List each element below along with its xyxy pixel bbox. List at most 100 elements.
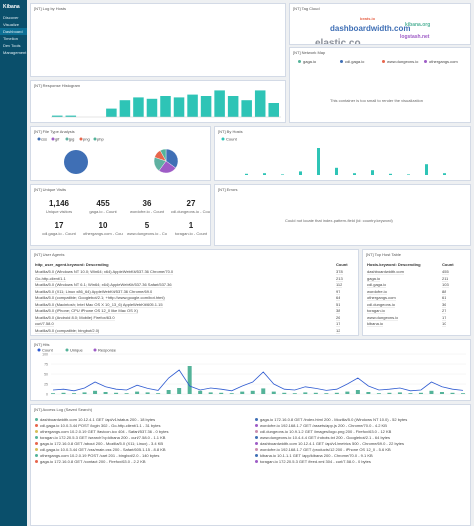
- nav-item[interactable]: Dashboard: [0, 28, 27, 35]
- log-line: dashboardwidth.com 10.12.4.1 GET /api/v1…: [40, 417, 156, 422]
- metric-value: 10: [98, 221, 108, 230]
- bar: [82, 392, 87, 394]
- legend-dot: [79, 137, 83, 141]
- panel: [NT] Errors Could not locate that index-p…: [214, 184, 471, 246]
- legend-dot: [93, 137, 97, 141]
- table-cell: 10: [442, 321, 447, 327]
- log-dot: [35, 460, 38, 463]
- legend-dot: [424, 60, 427, 63]
- table-cell: cdl.dungeons.io: [367, 301, 396, 308]
- bar: [461, 393, 465, 394]
- y-tick-label: 0: [46, 393, 48, 397]
- legend-label: Response: [98, 348, 117, 353]
- table-cell: Mozilla/5.0 (compatible; Googlebot/2.1; …: [35, 295, 165, 301]
- log-line: dashboardwidth.com 10.12.4.1 GET /api/v1…: [260, 441, 404, 446]
- sidebar: Kibana Discover Visualize Dashboard Timelion…: [0, 0, 27, 526]
- metric-label: Unique visitors: [45, 209, 73, 214]
- bar: [240, 391, 245, 394]
- panel-title: [NT] Unique Visits: [34, 187, 66, 192]
- nav-item[interactable]: Visualize: [3, 22, 19, 27]
- chart: [51, 90, 281, 118]
- bar: [114, 392, 119, 394]
- table-header: http_user_agent.keyword: Descending: [35, 262, 109, 267]
- bar: [227, 96, 239, 117]
- table-cell: 64: [336, 295, 341, 301]
- log-dot: [35, 448, 38, 451]
- table-cell: othergangs.com: [367, 295, 396, 301]
- nav-item[interactable]: Timelion: [3, 36, 18, 41]
- panel: [NT] File Type Analysis css gif jpg png php: [30, 126, 211, 181]
- log-dot: [255, 418, 258, 421]
- panel-title: [NT] Top Host Table: [366, 252, 401, 257]
- panel: [NT] By Hosts Count: [214, 126, 471, 181]
- bar: [103, 392, 108, 394]
- bar: [241, 100, 252, 117]
- metric-label: toragan.io - Count: [174, 231, 208, 236]
- metric-label: wordofre.io - Count: [129, 209, 164, 214]
- bar: [450, 392, 455, 394]
- table-cell: gaga.io: [367, 275, 381, 282]
- panel: [NT] Unique Visits 1,146 Unique visitors 45…: [30, 184, 211, 246]
- bar: [271, 391, 276, 394]
- metric-label: gaga.io - Count: [89, 209, 117, 214]
- metric-label: othergangs.com - Count: [83, 231, 123, 236]
- error-message: Could not locate that index-pattern-fiel…: [285, 218, 393, 223]
- tag-word: dashboardwidth.com: [330, 24, 411, 33]
- legend-dot: [65, 137, 69, 141]
- y-tick-label: 25: [44, 383, 48, 387]
- bar: [214, 90, 225, 117]
- table-cell: 112: [336, 282, 343, 288]
- bar: [219, 392, 224, 394]
- chart: css gif jpg png php: [37, 137, 179, 174]
- bar: [145, 392, 150, 394]
- bar: [160, 96, 171, 117]
- legend-label: jpg: [68, 137, 74, 142]
- table-cell: 61: [442, 295, 447, 301]
- table-cell: 51: [336, 301, 341, 308]
- metric-label: cdl.gaga.io - Count: [42, 231, 76, 236]
- pie-slice: [64, 150, 88, 174]
- bar: [353, 173, 356, 175]
- bar: [292, 393, 297, 394]
- table-cell: 378: [336, 269, 343, 275]
- panel-title: [NT] Hits: [34, 342, 50, 347]
- panel: [NT] Network Map gaga.io cdl.gaga.io www.du…: [289, 47, 471, 123]
- bar: [156, 393, 161, 394]
- metric-value: 17: [54, 221, 64, 230]
- nav-item[interactable]: Dev Tools: [3, 43, 21, 48]
- bar: [425, 164, 428, 175]
- brand: Kibana: [3, 4, 20, 10]
- chart: Count Unique Response 0 25 50 75 100: [37, 348, 466, 397]
- nav-item[interactable]: Discover: [3, 15, 19, 20]
- log-line: othergangs.com 10.2.0.19 GET /favicon.ic…: [40, 429, 169, 434]
- log-line: toragan.io 172.20.5.3 GET /feed.xml 304 …: [260, 459, 371, 464]
- log-dot: [255, 436, 258, 439]
- metric-value: 1: [188, 221, 194, 230]
- legend-dot: [37, 348, 41, 352]
- panel-title: [NT] File Type Analysis: [34, 129, 75, 134]
- bar: [443, 173, 446, 175]
- table-cell: 38: [336, 308, 341, 314]
- legend-label: othergangs.com: [429, 59, 458, 64]
- legend-label: Unique: [70, 348, 83, 353]
- legend-label: Count: [226, 137, 238, 142]
- bar: [366, 392, 371, 394]
- y-tick-label: 50: [44, 373, 48, 377]
- legend-label: gif: [55, 137, 60, 142]
- tag-word: beats.io: [360, 16, 376, 21]
- panel-title: [NT] Access Log (Saved Search): [34, 407, 93, 412]
- tag-word: elastic.co: [315, 38, 361, 45]
- panel-title: [NT] Errors: [218, 187, 238, 192]
- table-cell: Mozilla/5.0 (iPhone; CPU iPhone OS 12_0 …: [35, 308, 138, 314]
- log-line: wordofre.io 192.168.1.7 GET /assets/app.…: [260, 423, 387, 428]
- bar: [355, 390, 360, 394]
- bar: [408, 393, 413, 394]
- bar: [146, 98, 158, 117]
- bar: [229, 393, 234, 394]
- log-dot: [35, 430, 38, 433]
- table-cell: 17: [442, 314, 447, 321]
- table-cell: wordofre.io: [367, 288, 387, 295]
- nav-item[interactable]: Management: [3, 50, 27, 55]
- metric-value: 455: [96, 199, 110, 208]
